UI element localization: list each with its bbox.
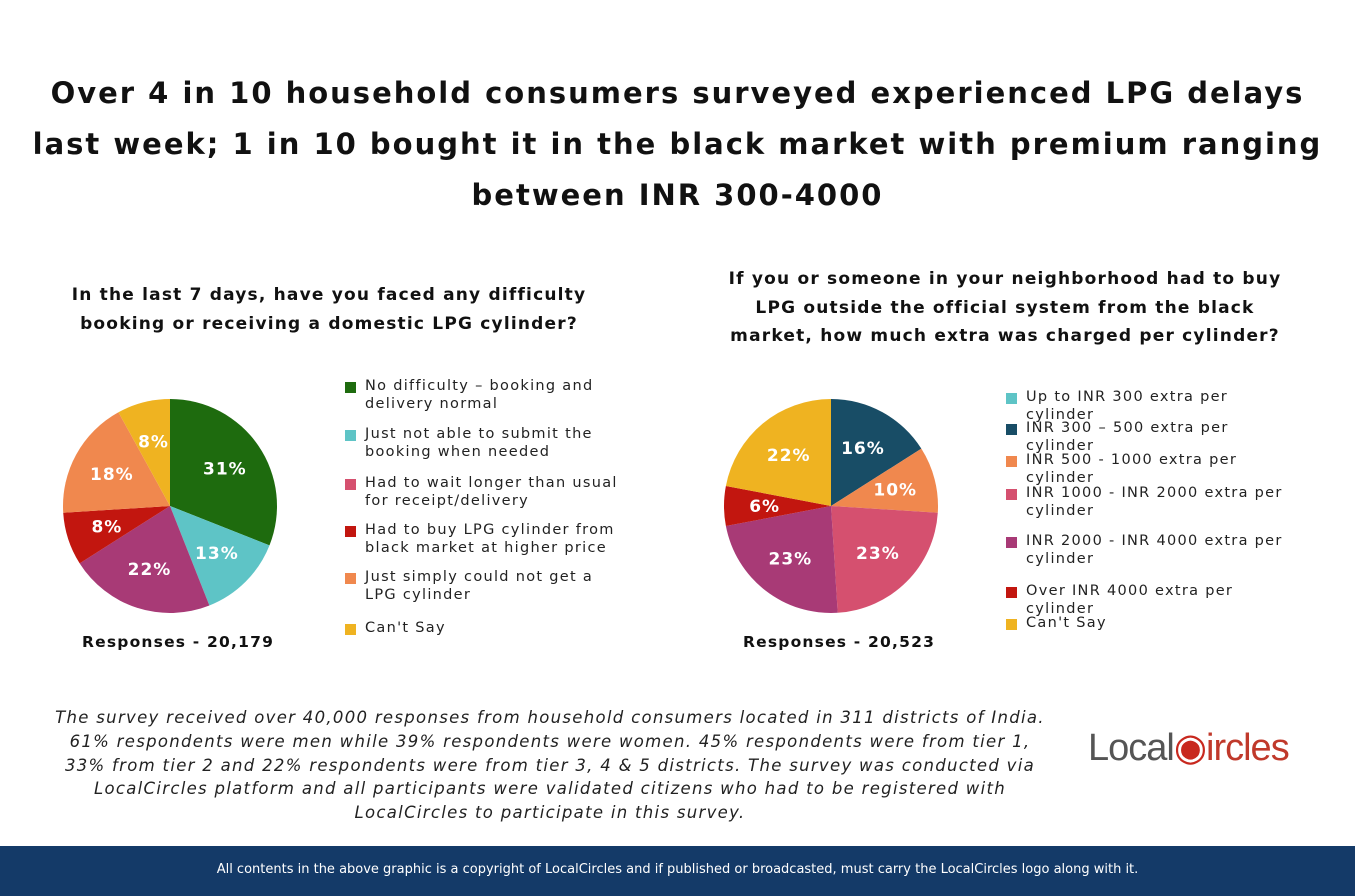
slice-label: 18% bbox=[90, 465, 134, 485]
legend-label: Just not able to submit the booking when… bbox=[365, 426, 593, 460]
legend-swatch bbox=[1006, 619, 1017, 630]
slice-label: 8% bbox=[91, 518, 122, 538]
legend-swatch bbox=[345, 382, 356, 393]
note-line: LocalCircles platform and all participan… bbox=[93, 779, 1007, 799]
legend-swatch bbox=[345, 573, 356, 584]
legend-item: INR 500 - 1000 extra per cylinder bbox=[1006, 452, 1296, 487]
pie-slice bbox=[79, 506, 210, 613]
left-pie-chart: 31%13%22%8%18%8% bbox=[63, 399, 277, 613]
legend-swatch bbox=[345, 526, 356, 537]
legend-item: Just not able to submit the booking when… bbox=[345, 426, 630, 461]
slice-label: 23% bbox=[768, 549, 812, 569]
legend-label: Just simply could not get a LPG cylinder bbox=[365, 569, 594, 603]
slice-label: 6% bbox=[749, 497, 780, 517]
legend-swatch bbox=[1006, 424, 1017, 435]
title-line: last week; 1 in 10 bought it in the blac… bbox=[32, 127, 1323, 161]
legend-item: INR 2000 - INR 4000 extra per cylinder bbox=[1006, 533, 1296, 568]
slice-label: 31% bbox=[203, 460, 247, 480]
title-line: Over 4 in 10 household consumers surveye… bbox=[50, 76, 1305, 110]
map-pin-icon: ◉ bbox=[1173, 727, 1207, 769]
pie-slice bbox=[63, 412, 170, 513]
legend-swatch bbox=[345, 479, 356, 490]
slice-label: 22% bbox=[767, 446, 811, 466]
legend-label: Can't Say bbox=[1026, 615, 1107, 631]
slice-label: 22% bbox=[128, 560, 172, 580]
left-chart-title: In the last 7 days, have you faced any d… bbox=[40, 281, 618, 338]
survey-note: The survey received over 40,000 response… bbox=[40, 706, 1060, 825]
legend-item: INR 300 – 500 extra per cylinder bbox=[1006, 420, 1296, 455]
legend-label: Over INR 4000 extra per cylinder bbox=[1026, 583, 1234, 617]
legend-item: INR 1000 - INR 2000 extra per cylinder bbox=[1006, 485, 1296, 520]
note-line: 33% from tier 2 and 22% respondents were… bbox=[64, 755, 1036, 775]
pie-slice bbox=[63, 506, 171, 564]
legend-item: Can't Say bbox=[345, 620, 630, 638]
chart-title-line: LPG outside the official system from the… bbox=[755, 297, 1255, 318]
note-line: 61% respondents were men while 39% respo… bbox=[69, 731, 1031, 751]
chart-title-line: If you or someone in your neighborhood h… bbox=[728, 269, 1282, 289]
legend-label: Had to wait longer than usual for receip… bbox=[365, 475, 618, 509]
legend-label: Had to buy LPG cylinder from black marke… bbox=[365, 522, 615, 556]
legend-swatch bbox=[1006, 587, 1017, 598]
legend-label: INR 500 - 1000 extra per cylinder bbox=[1026, 452, 1238, 486]
legend-swatch bbox=[345, 624, 356, 635]
pie-slice bbox=[725, 506, 838, 613]
note-line: The survey received over 40,000 response… bbox=[55, 708, 1045, 727]
right-chart-title: If you or someone in your neighborhood h… bbox=[700, 265, 1310, 351]
right-responses: Responses - 20,523 bbox=[743, 633, 936, 651]
legend-item: Had to buy LPG cylinder from black marke… bbox=[345, 522, 630, 557]
pie-slice bbox=[831, 448, 938, 513]
legend-label: INR 1000 - INR 2000 extra per cylinder bbox=[1026, 485, 1283, 519]
copyright-footer: All contents in the above graphic is a c… bbox=[0, 846, 1355, 896]
chart-title-line: market, how much extra was charged per c… bbox=[730, 326, 1280, 346]
pie-slice bbox=[170, 506, 270, 606]
main-title: Over 4 in 10 household consumers surveye… bbox=[0, 68, 1355, 221]
legend-item: Up to INR 300 extra per cylinder bbox=[1006, 389, 1296, 424]
left-responses: Responses - 20,179 bbox=[82, 633, 275, 651]
pie-slice bbox=[724, 485, 831, 527]
right-pie-chart: 16% 10% 23% 23% 6% 22% bbox=[724, 399, 938, 613]
legend-swatch bbox=[345, 430, 356, 441]
chart-title-line: In the last 7 days, have you faced any d… bbox=[71, 285, 587, 305]
slice-label: 10% bbox=[873, 481, 917, 501]
slice-label: 8% bbox=[138, 433, 169, 453]
legend-label: Can't Say bbox=[365, 620, 446, 636]
slice-label: 13% bbox=[195, 544, 239, 564]
legend-label: Up to INR 300 extra per cylinder bbox=[1026, 389, 1229, 423]
legend-swatch bbox=[1006, 393, 1017, 404]
legend-item: Over INR 4000 extra per cylinder bbox=[1006, 583, 1296, 618]
legend-swatch bbox=[1006, 489, 1017, 500]
chart-title-line: booking or receiving a domestic LPG cyli… bbox=[80, 313, 578, 334]
legend-label: INR 2000 - INR 4000 extra per cylinder bbox=[1026, 533, 1283, 567]
legend-label: INR 300 – 500 extra per cylinder bbox=[1026, 420, 1229, 454]
slice-label: 23% bbox=[856, 544, 900, 564]
legend-swatch bbox=[1006, 456, 1017, 467]
note-line: LocalCircles to participate in this surv… bbox=[354, 803, 746, 823]
pie-slice bbox=[118, 399, 170, 506]
legend-item: Just simply could not get a LPG cylinder bbox=[345, 569, 630, 604]
pie-slice bbox=[170, 399, 277, 546]
pie-slice bbox=[831, 399, 922, 506]
legend-swatch bbox=[1006, 537, 1017, 548]
legend-item: Had to wait longer than usual for receip… bbox=[345, 475, 630, 510]
legend-label: No difficulty – booking and delivery nor… bbox=[365, 378, 594, 412]
pie-slice bbox=[831, 506, 938, 613]
legend-item: Can't Say bbox=[1006, 615, 1296, 633]
slice-label: 16% bbox=[841, 439, 885, 459]
pie-slice bbox=[725, 399, 831, 506]
title-line: between INR 300-4000 bbox=[471, 178, 884, 212]
legend-item: No difficulty – booking and delivery nor… bbox=[345, 378, 630, 413]
localcircles-logo: Local◉ircles bbox=[1088, 727, 1290, 769]
